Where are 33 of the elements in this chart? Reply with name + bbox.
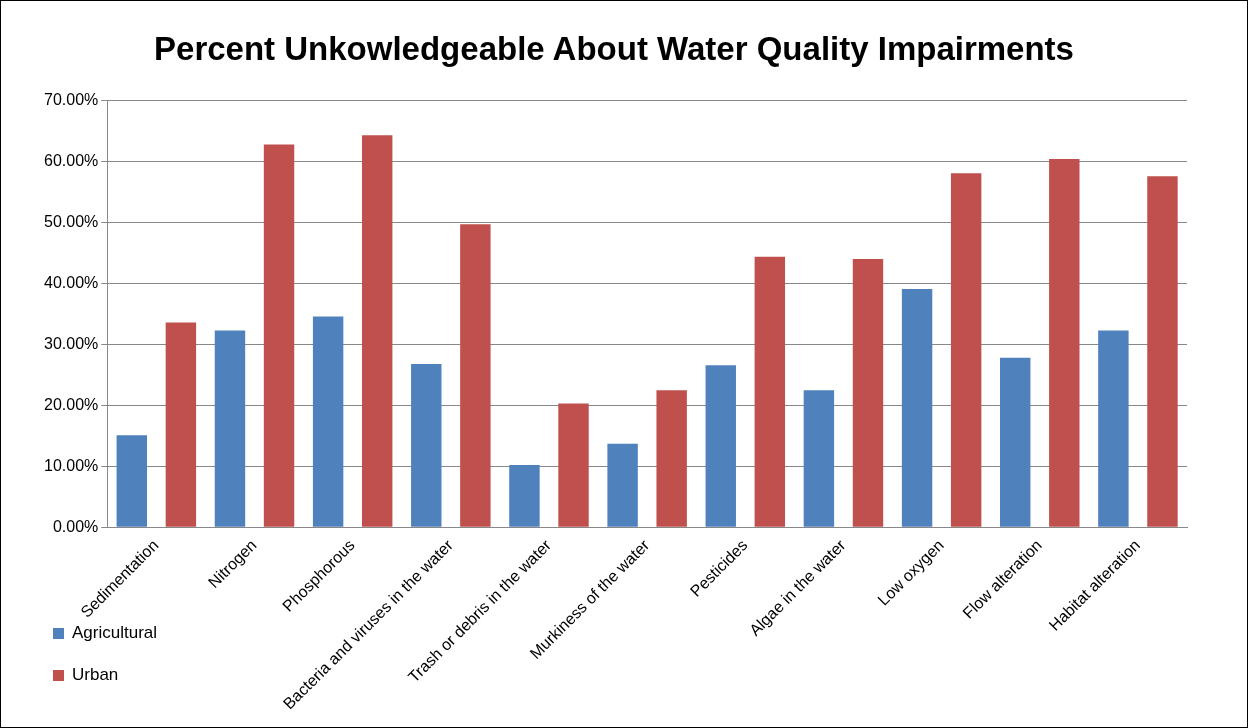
bar: [509, 465, 540, 527]
y-tick-label: 60.00%: [44, 151, 99, 169]
bar: [214, 330, 246, 527]
bar: [361, 135, 393, 527]
bar: [950, 173, 982, 527]
y-tick-label: 50.00%: [44, 212, 99, 230]
y-tick-label: 40.00%: [44, 273, 99, 291]
bar: [1049, 159, 1080, 527]
y-tick-label: 30.00%: [44, 334, 99, 352]
bar: [116, 435, 148, 527]
bar: [852, 259, 884, 527]
bar: [803, 390, 835, 527]
bar: [1000, 357, 1031, 527]
y-tick-label: 20.00%: [44, 395, 99, 413]
bar: [165, 322, 197, 527]
chart-title: Percent Unkowledgeable About Water Quality Impairments: [154, 29, 1074, 67]
bar: [1098, 330, 1129, 527]
y-tick-label: 0.00%: [52, 517, 99, 535]
bar: [1147, 176, 1178, 527]
bar: [607, 443, 638, 527]
bar: [705, 365, 736, 527]
bar: [263, 144, 295, 527]
bar: [656, 390, 687, 527]
bar: [901, 288, 933, 527]
bar: [460, 224, 491, 527]
bar: [312, 316, 344, 527]
bar: [754, 256, 786, 527]
bar: [411, 363, 442, 527]
bar: [558, 403, 589, 527]
legend-label: Urban: [72, 665, 119, 685]
y-tick-label: 70.00%: [44, 91, 99, 109]
legend-label: Agricultural: [72, 623, 158, 643]
y-tick-label: 10.00%: [44, 456, 99, 474]
